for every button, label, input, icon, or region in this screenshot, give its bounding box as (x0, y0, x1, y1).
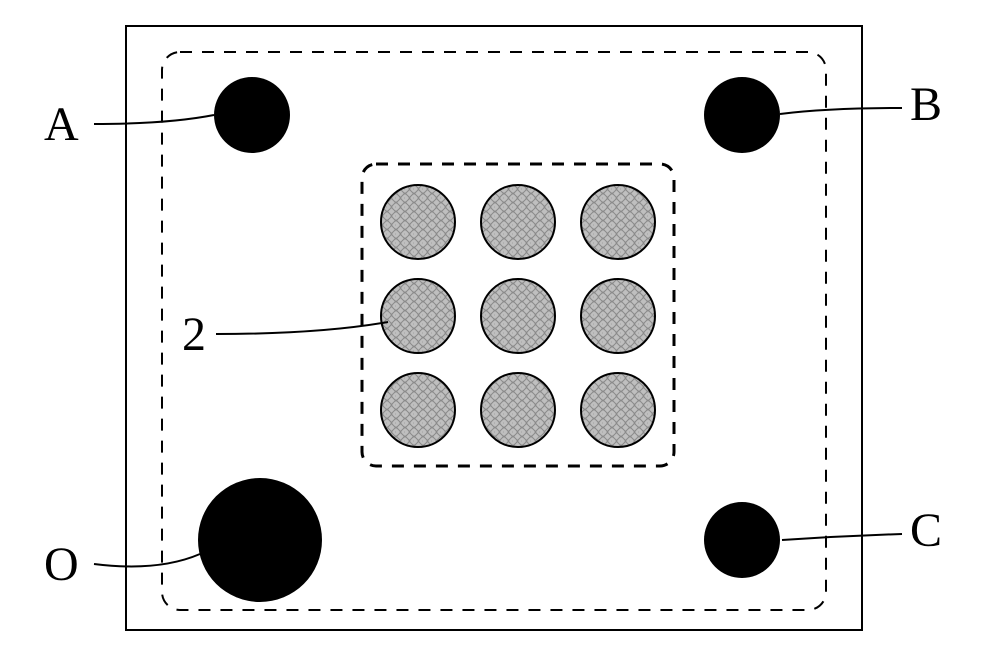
grid-circle-1-2 (581, 279, 655, 353)
label-C: C (910, 504, 942, 557)
label-2: 2 (182, 308, 206, 361)
label-A: A (44, 98, 79, 151)
grid-circle-2-0 (381, 373, 455, 447)
corner-circle-B (704, 77, 780, 153)
corner-circle-A (214, 77, 290, 153)
grid-circle-0-0 (381, 185, 455, 259)
grid-circle-0-2 (581, 185, 655, 259)
grid-circle-0-1 (481, 185, 555, 259)
grid-circle-1-1 (481, 279, 555, 353)
label-B: B (910, 78, 942, 131)
grid-circle-2-1 (481, 373, 555, 447)
label-O: O (44, 538, 79, 591)
corner-circle-O (198, 478, 322, 602)
grid-circle-2-2 (581, 373, 655, 447)
grid-circle-1-0 (381, 279, 455, 353)
corner-circle-C (704, 502, 780, 578)
